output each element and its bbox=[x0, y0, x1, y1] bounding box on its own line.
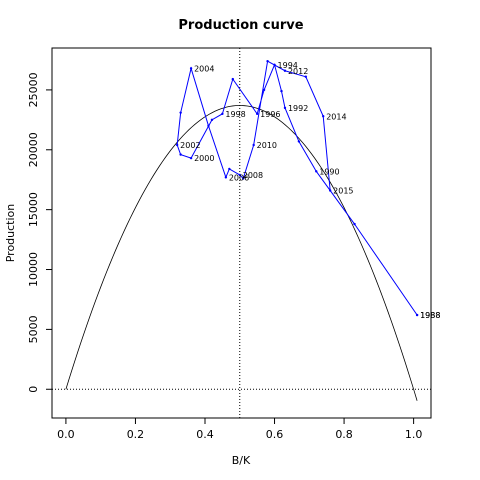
data-point-2016 bbox=[353, 222, 356, 226]
y-tick-label: 15000 bbox=[27, 192, 40, 227]
data-point-1997 bbox=[231, 77, 235, 81]
data-point-1996 bbox=[255, 112, 259, 116]
data-point-2017 bbox=[415, 313, 419, 317]
year-label-2004: 2004 bbox=[194, 64, 214, 73]
data-point-1998 bbox=[221, 112, 224, 116]
year-label-1988: 1988 bbox=[420, 311, 440, 320]
y-tick-label: 5000 bbox=[27, 315, 40, 343]
year-label-2012: 2012 bbox=[288, 67, 308, 76]
year-label-1996: 1996 bbox=[260, 110, 280, 119]
model-curve bbox=[65, 105, 418, 401]
data-point-1995 bbox=[262, 88, 266, 92]
x-tick-label: 0.4 bbox=[196, 428, 214, 441]
x-tick-label: 0.6 bbox=[266, 428, 284, 441]
data-point-2015 bbox=[328, 189, 332, 192]
data-point-2000 bbox=[189, 156, 193, 160]
x-axis: 0.0 0.2 0.4 0.6 0.8 1.0 bbox=[57, 418, 422, 441]
x-tick-label: 0.0 bbox=[57, 428, 75, 441]
y-axis-label: Production bbox=[4, 204, 17, 263]
y-tick-label: 25000 bbox=[27, 72, 40, 107]
year-label-2000: 2000 bbox=[194, 154, 214, 163]
x-tick-label: 0.8 bbox=[335, 428, 353, 441]
data-point-1993 bbox=[280, 89, 283, 93]
data-point-1990 bbox=[315, 170, 318, 173]
plot-area-border bbox=[51, 47, 432, 419]
data-point-2008 bbox=[238, 173, 241, 177]
data-point-2004 bbox=[189, 67, 193, 70]
chart-title: Production curve bbox=[178, 18, 303, 33]
observed-series-line bbox=[176, 60, 418, 316]
year-label-2015: 2015 bbox=[333, 186, 353, 195]
year-labels-group: 1988 1990 1992 1994 1996 1998 2000 2002 2004 2006… bbox=[180, 61, 440, 320]
model-curve-group bbox=[65, 105, 418, 401]
year-label-2010: 2010 bbox=[257, 141, 277, 150]
data-point-2012 bbox=[283, 69, 287, 72]
x-tick-label: 0.2 bbox=[127, 428, 145, 441]
year-label-1992: 1992 bbox=[288, 104, 308, 113]
data-point-1999 bbox=[210, 118, 214, 122]
y-axis: 0 5000 10000 15000 20000 25000 bbox=[27, 72, 52, 393]
year-label-2002: 2002 bbox=[180, 141, 200, 150]
data-point-2009 bbox=[242, 177, 245, 180]
data-point-2011 bbox=[266, 59, 269, 63]
data-point-2002 bbox=[175, 143, 179, 147]
year-label-2008: 2008 bbox=[243, 171, 263, 180]
year-label-1990: 1990 bbox=[319, 167, 339, 176]
y-tick-label: 20000 bbox=[27, 132, 40, 167]
data-point-2013 bbox=[304, 75, 308, 78]
x-tick-label: 1.0 bbox=[405, 428, 423, 441]
data-point-2003 bbox=[179, 111, 182, 114]
data-point-2010 bbox=[252, 143, 255, 147]
series-group bbox=[175, 59, 419, 317]
data-point-1992 bbox=[283, 106, 287, 110]
data-point-1991 bbox=[297, 140, 301, 143]
reference-lines bbox=[52, 48, 431, 418]
year-label-2017: 1988 bbox=[420, 311, 440, 320]
data-point-2005 bbox=[207, 124, 210, 128]
year-label-1998: 1998 bbox=[225, 110, 245, 119]
year-label-2006: 2006 bbox=[229, 173, 249, 182]
data-point-1994 bbox=[273, 63, 276, 66]
year-label-1994: 1994 bbox=[278, 61, 298, 70]
x-axis-label: B/K bbox=[232, 454, 251, 467]
data-point-2006 bbox=[224, 176, 228, 179]
data-point-2014 bbox=[322, 115, 325, 118]
year-label-2014: 2014 bbox=[326, 112, 346, 121]
y-tick-label: 10000 bbox=[27, 252, 40, 287]
data-point-2007 bbox=[228, 167, 231, 171]
data-point-2001 bbox=[179, 153, 182, 156]
y-tick-label: 0 bbox=[27, 386, 40, 393]
